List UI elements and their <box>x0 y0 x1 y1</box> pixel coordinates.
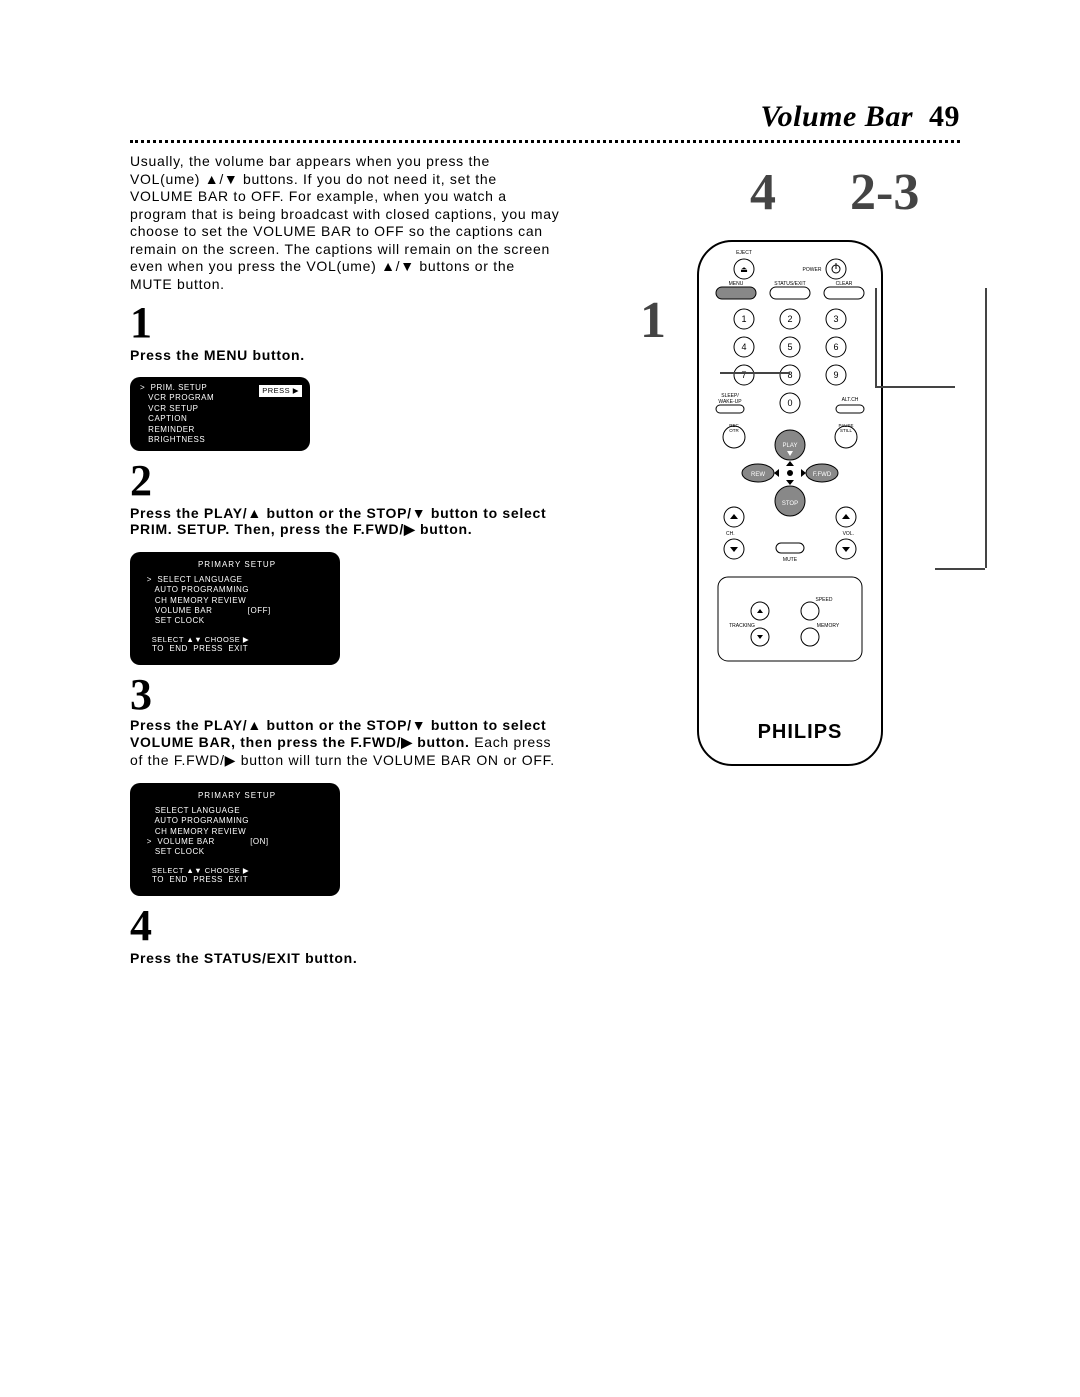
osd1-item: BRIGHTNESS <box>140 435 304 445</box>
instructions-column: Usually, the volume bar appears when you… <box>130 153 560 966</box>
svg-text:TRACKING: TRACKING <box>729 623 755 629</box>
callout-4: 4 <box>750 163 776 222</box>
svg-text:⏏: ⏏ <box>740 265 748 274</box>
osd-screen-2: PRIMARY SETUP > SELECT LANGUAGE AUTO PRO… <box>130 552 340 664</box>
callout-line <box>875 288 877 388</box>
osd3-help: SELECT ▲▼ CHOOSE ▶ <box>144 866 330 876</box>
remote-column: 1 4 2-3 ⏏ EJECT POWER <box>590 153 960 966</box>
step-1-text: Press the MENU button. <box>130 347 560 363</box>
osd2-item: AUTO PROGRAMMING <box>144 585 330 595</box>
osd3-title: PRIMARY SETUP <box>144 791 330 801</box>
svg-text:MEMORY: MEMORY <box>817 623 840 629</box>
osd3-item: CH MEMORY REVIEW <box>144 827 330 837</box>
osd3-item: > VOLUME BAR [ON] <box>144 837 330 847</box>
osd2-item: CH MEMORY REVIEW <box>144 596 330 606</box>
osd1-item: REMINDER <box>140 425 304 435</box>
callout-23: 2-3 <box>850 163 919 222</box>
step-4-text: Press the STATUS/EXIT button. <box>130 950 560 966</box>
osd3-item: SELECT LANGUAGE <box>144 806 330 816</box>
page-number: 49 <box>929 100 960 133</box>
main-columns: Usually, the volume bar appears when you… <box>130 153 960 966</box>
remote-svg: ⏏ EJECT POWER MENU STATUS/EXIT CLEAR 1 2 <box>690 233 890 773</box>
osd3-help: TO END PRESS EXIT <box>144 875 330 885</box>
osd-screen-3: PRIMARY SETUP SELECT LANGUAGE AUTO PROGR… <box>130 783 340 895</box>
svg-text:WAKE-UP: WAKE-UP <box>718 399 742 405</box>
intro-paragraph: Usually, the volume bar appears when you… <box>130 153 560 293</box>
step-1-number: 1 <box>130 301 560 345</box>
svg-text:4: 4 <box>741 342 746 352</box>
step-3-number: 3 <box>130 673 560 717</box>
svg-text:F.FWD: F.FWD <box>813 472 832 478</box>
manual-page: Volume Bar 49 Usually, the volume bar ap… <box>0 0 1080 1397</box>
step-2-number: 2 <box>130 459 560 503</box>
callout-line <box>720 372 790 374</box>
svg-text:CH.: CH. <box>726 531 735 537</box>
svg-text:5: 5 <box>787 342 792 352</box>
osd2-help: SELECT ▲▼ CHOOSE ▶ <box>144 635 330 645</box>
osd1-item: VCR SETUP <box>140 404 304 414</box>
osd2-item: > SELECT LANGUAGE <box>144 575 330 585</box>
callout-line <box>985 288 987 568</box>
osd2-help: TO END PRESS EXIT <box>144 644 330 654</box>
svg-text:6: 6 <box>833 342 838 352</box>
step-3-text: Press the PLAY/▲ button or the STOP/▼ bu… <box>130 717 560 770</box>
page-header: Volume Bar 49 <box>130 100 960 134</box>
svg-text:STOP: STOP <box>782 501 798 507</box>
header-divider <box>130 140 960 143</box>
osd3-item: SET CLOCK <box>144 847 330 857</box>
svg-text:VOL.: VOL. <box>843 531 854 537</box>
svg-text:1: 1 <box>741 314 746 324</box>
svg-text:SPEED: SPEED <box>816 597 833 603</box>
step-4-number: 4 <box>130 904 560 948</box>
step-2-text: Press the PLAY/▲ button or the STOP/▼ bu… <box>130 505 560 538</box>
svg-text:3: 3 <box>833 314 838 324</box>
osd1-item: CAPTION <box>140 414 304 424</box>
callout-line <box>875 386 955 388</box>
osd-screen-1: PRESS ▶ > PRIM. SETUP VCR PROGRAM VCR SE… <box>130 377 310 451</box>
svg-text:REW: REW <box>751 472 765 478</box>
svg-text:STILL: STILL <box>840 428 853 433</box>
remote-diagram: ⏏ EJECT POWER MENU STATUS/EXIT CLEAR 1 2 <box>690 233 890 744</box>
osd1-press-label: PRESS ▶ <box>259 385 302 397</box>
remote-brand: PHILIPS <box>710 721 890 744</box>
svg-text:9: 9 <box>833 370 838 380</box>
svg-text:MENU: MENU <box>729 281 744 287</box>
svg-text:2: 2 <box>787 314 792 324</box>
osd2-item: VOLUME BAR [OFF] <box>144 606 330 616</box>
svg-text:PLAY: PLAY <box>783 443 798 449</box>
osd3-item: AUTO PROGRAMMING <box>144 816 330 826</box>
osd2-item: SET CLOCK <box>144 616 330 626</box>
svg-text:POWER: POWER <box>803 267 822 273</box>
svg-text:CLEAR: CLEAR <box>836 281 853 287</box>
osd2-title: PRIMARY SETUP <box>144 560 330 570</box>
svg-text:MUTE: MUTE <box>783 557 798 563</box>
svg-text:ALT.CH: ALT.CH <box>842 397 859 403</box>
svg-text:STATUS/EXIT: STATUS/EXIT <box>774 281 805 287</box>
svg-text:OTR: OTR <box>729 428 739 433</box>
page-title: Volume Bar <box>760 100 913 133</box>
callout-1: 1 <box>640 291 666 350</box>
callout-line <box>935 568 985 570</box>
svg-text:0: 0 <box>787 398 792 408</box>
svg-text:EJECT: EJECT <box>736 250 752 256</box>
